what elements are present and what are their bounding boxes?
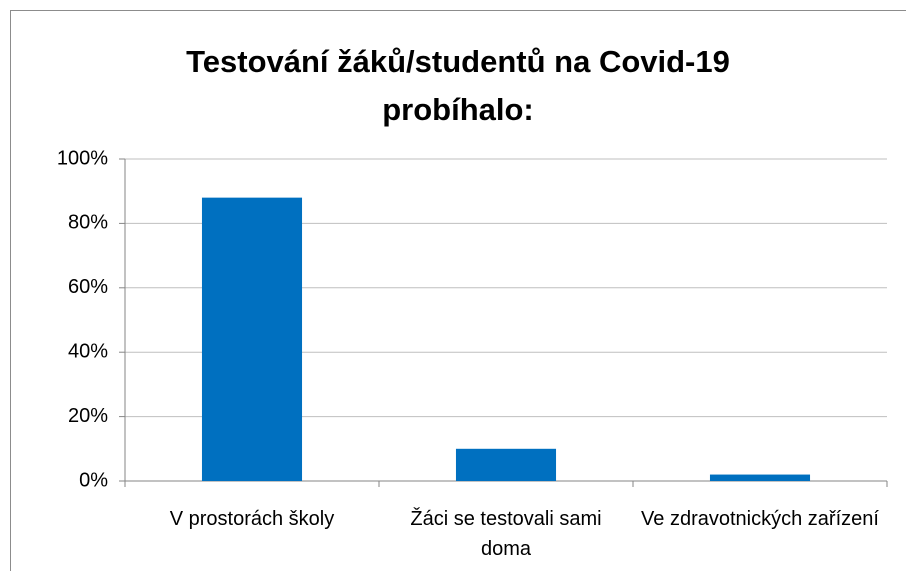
chart-border	[10, 10, 906, 571]
x-tick-label: V prostorách školy	[169, 508, 335, 530]
bar	[709, 474, 811, 481]
y-tick-label: 40%	[68, 340, 108, 362]
x-tick-label: Ve zdravotnických zařízení	[641, 508, 879, 530]
y-tick-label: 80%	[68, 212, 108, 234]
y-tick-label: 20%	[68, 405, 108, 427]
y-tick-label: 0%	[79, 469, 108, 491]
y-tick-label: 100%	[57, 147, 108, 169]
bar	[201, 197, 303, 481]
y-tick-label: 60%	[68, 276, 108, 298]
chart-title: Testování žáků/studentů na Covid-19 prob…	[186, 44, 730, 127]
x-tick-label: Žáci se testovali sami doma	[410, 508, 602, 560]
bar	[455, 448, 557, 481]
